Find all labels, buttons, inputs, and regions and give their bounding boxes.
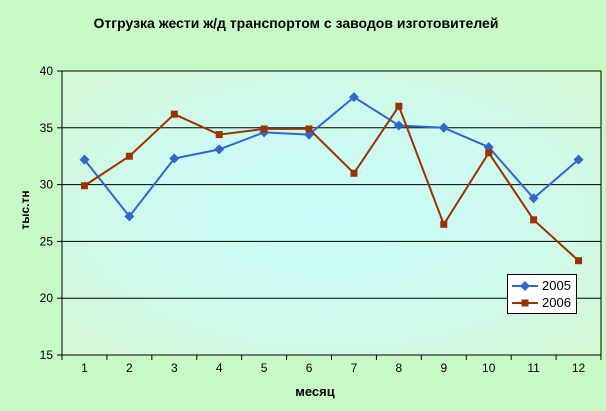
legend-item-2005: 2005 [512, 277, 572, 294]
x-tick-label: 2 [126, 361, 133, 375]
legend: 2005 2006 [507, 274, 577, 314]
data-point-2006 [350, 169, 358, 177]
data-point-2005 [438, 122, 449, 133]
legend-item-2006: 2006 [512, 294, 572, 311]
x-tick-label: 4 [216, 361, 223, 375]
x-tick-label: 11 [527, 361, 540, 375]
data-point-2006 [440, 220, 448, 228]
data-point-2006 [80, 182, 88, 190]
x-tick-label: 9 [440, 361, 447, 375]
data-point-2006 [395, 102, 403, 110]
y-tick-label: 40 [40, 64, 54, 78]
series-line-2006 [83, 104, 580, 262]
legend-marker-2005-icon [512, 280, 538, 291]
data-point-2005 [573, 154, 584, 165]
data-point-2005 [214, 144, 225, 155]
data-point-2006 [305, 125, 313, 133]
x-tick-label: 12 [572, 361, 586, 375]
y-tick-label: 35 [40, 121, 54, 135]
data-point-2005 [79, 154, 90, 165]
x-tick-label: 8 [396, 361, 403, 375]
legend-label-2006: 2006 [542, 295, 571, 310]
data-point-2006 [530, 216, 538, 224]
y-tick-label: 20 [40, 291, 54, 305]
legend-label-2005: 2005 [542, 278, 571, 293]
data-point-2005 [348, 92, 359, 103]
y-tick-label: 30 [40, 178, 54, 192]
data-point-2006 [215, 131, 223, 139]
data-point-2006 [260, 125, 268, 133]
data-point-2006 [575, 257, 583, 265]
series-line-2005 [83, 95, 580, 219]
data-point-2005 [169, 153, 180, 164]
legend-marker-2006-icon [512, 299, 538, 306]
data-point-2005 [124, 211, 135, 222]
x-tick-label: 10 [482, 361, 496, 375]
chart-title: Отгрузка жести ж/д транспортом с заводов… [93, 15, 499, 31]
x-tick-label: 5 [261, 361, 268, 375]
data-point-2006 [125, 152, 133, 160]
x-tick-label: 6 [306, 361, 313, 375]
x-axis-title: месяц [295, 384, 335, 399]
data-point-2006 [485, 149, 493, 157]
y-tick-label: 15 [40, 348, 54, 362]
data-point-2006 [170, 110, 178, 118]
data-point-2005 [393, 120, 404, 131]
data-point-2005 [528, 193, 539, 204]
x-tick-label: 1 [81, 361, 88, 375]
y-tick-label: 25 [40, 234, 54, 248]
x-tick-label: 3 [171, 361, 178, 375]
x-tick-label: 7 [351, 361, 358, 375]
